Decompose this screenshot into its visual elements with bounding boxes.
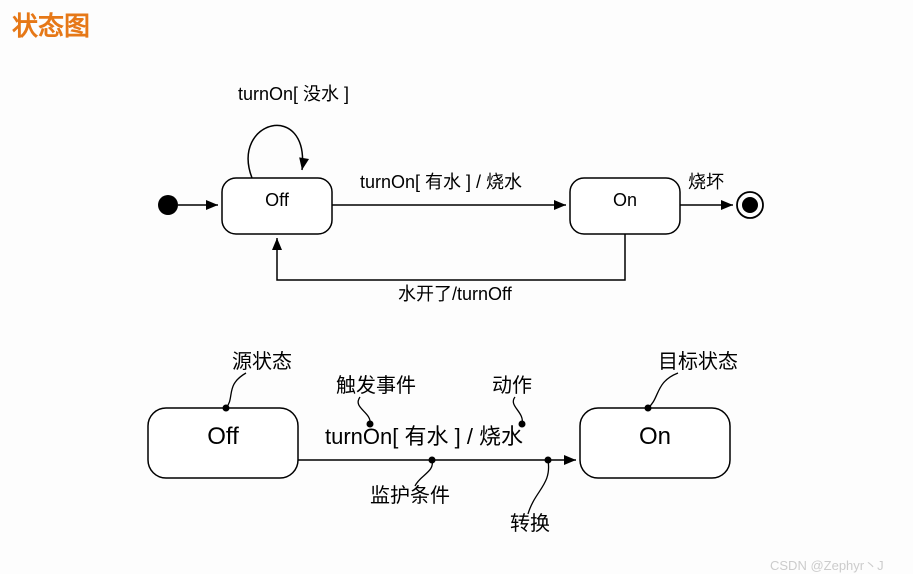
annotation-2-leader <box>513 397 522 424</box>
annotation-0-dot <box>223 405 230 412</box>
annotation-2-dot <box>519 421 526 428</box>
annotation-2-label: 动作 <box>492 374 532 397</box>
annotation-4-dot <box>429 457 436 464</box>
annotation-3-label: 目标状态 <box>658 350 738 373</box>
state-on-label: On <box>613 190 637 210</box>
annotation-3-dot <box>645 405 652 412</box>
edge-3 <box>277 234 625 280</box>
final-state-dot <box>742 197 758 213</box>
self-loop-label: turnOn[ 没水 ] <box>238 84 349 104</box>
edge-3-label: 水开了/turnOff <box>398 284 513 304</box>
state-off-label: Off <box>265 190 290 210</box>
annotation-1-dot <box>367 421 374 428</box>
watermark: CSDN @Zephyr丶J <box>770 555 884 574</box>
annotation-0-leader <box>226 373 246 408</box>
initial-state <box>158 195 178 215</box>
annotation-5-leader <box>528 460 549 514</box>
annotation-0-label: 源状态 <box>232 350 292 373</box>
annotation-5-dot <box>545 457 552 464</box>
annotation-1-leader <box>358 397 370 424</box>
state-off2-label: Off <box>207 423 239 450</box>
state-on2-label: On <box>639 423 671 450</box>
annotation-3-leader <box>648 373 678 408</box>
self-loop-edge <box>248 125 302 178</box>
annotation-5-label: 转换 <box>510 512 550 535</box>
annotation-4-label: 监护条件 <box>370 484 450 507</box>
edge-2-label: 烧坏 <box>688 172 724 192</box>
transition-label: turnOn[ 有水 ] / 烧水 <box>325 424 523 449</box>
edge-1-label: turnOn[ 有水 ] / 烧水 <box>360 172 522 192</box>
annotation-4-leader <box>415 460 432 486</box>
annotation-1-label: 触发事件 <box>336 374 416 397</box>
state-diagram-canvas: Off On turnOn[ 没水 ] turnOn[ 有水 ] / 烧水 烧坏水开了/… <box>0 0 913 574</box>
